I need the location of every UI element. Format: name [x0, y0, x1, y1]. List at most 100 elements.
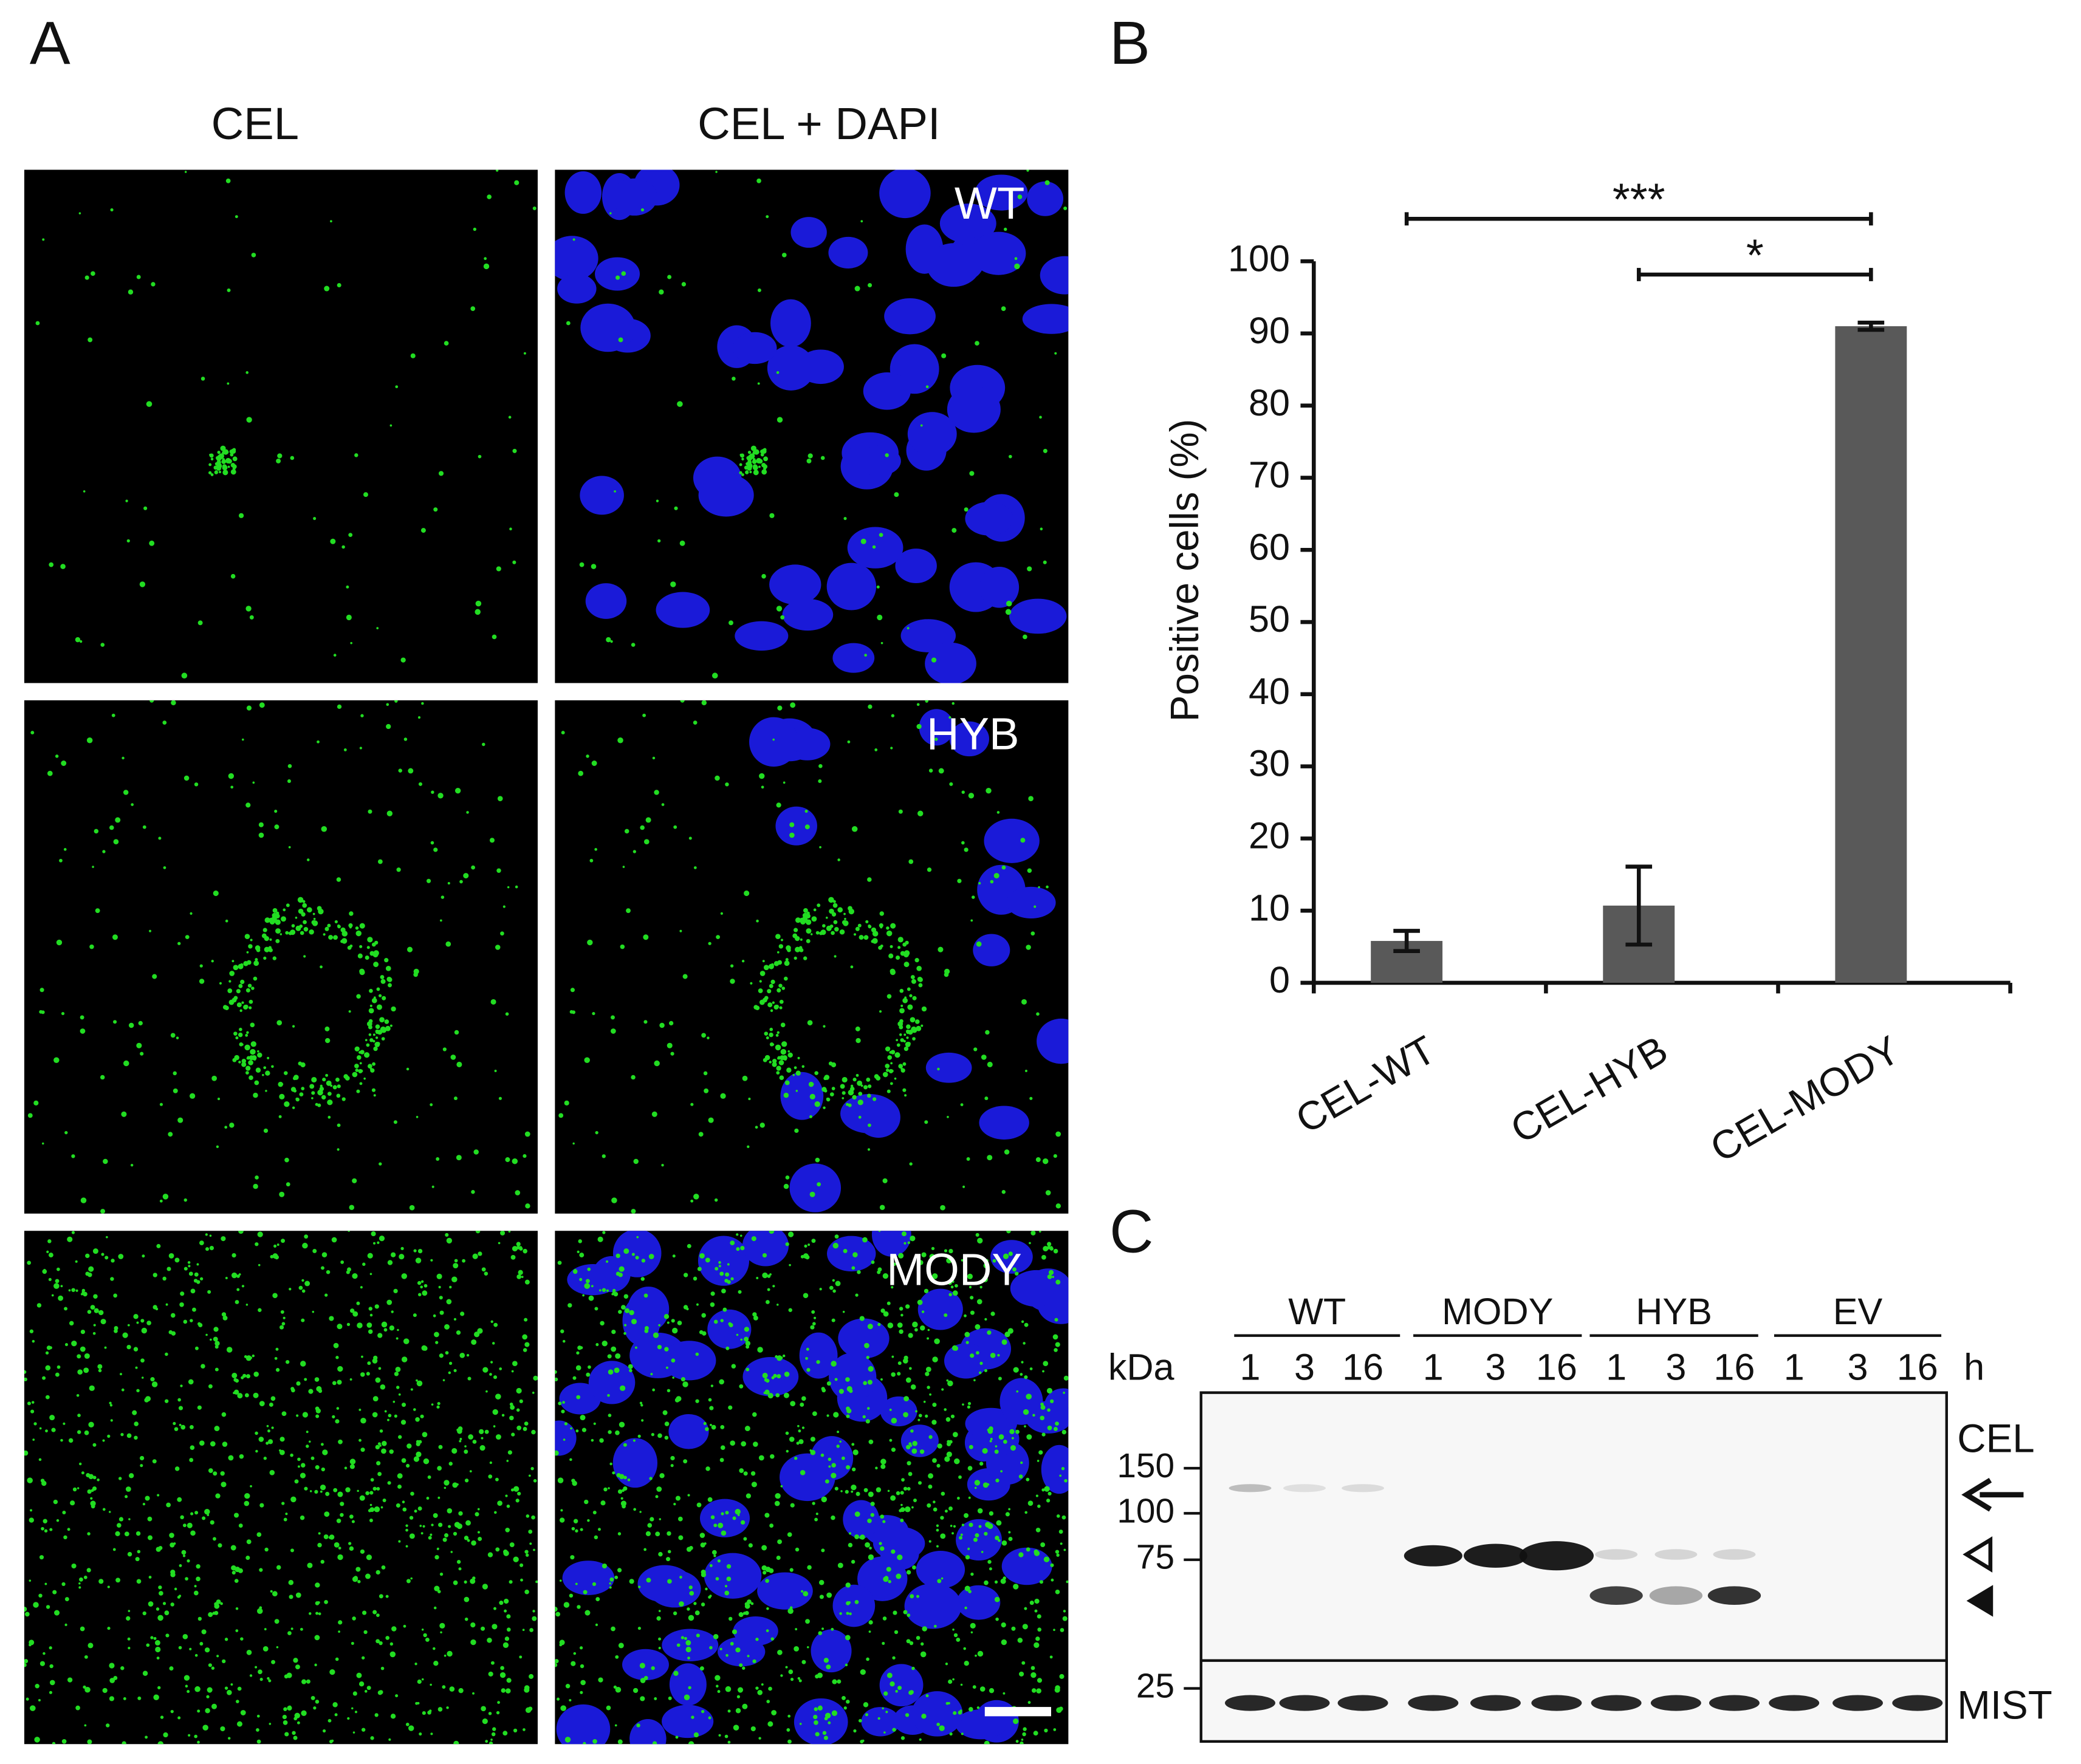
signal-dot	[77, 1369, 83, 1375]
signal-dot	[823, 1735, 828, 1740]
signal-dot	[658, 1647, 661, 1650]
signal-dot	[902, 1062, 907, 1066]
signal-dot	[128, 1647, 131, 1650]
signal-dot	[41, 1010, 45, 1014]
signal-dot	[970, 1572, 974, 1576]
signal-dot	[1030, 1231, 1036, 1236]
signal-dot	[352, 1178, 357, 1183]
signal-dot	[414, 1509, 417, 1513]
signal-dot	[332, 1702, 338, 1708]
signal-dot	[406, 946, 413, 952]
signal-dot	[333, 1488, 338, 1492]
signal-dot	[772, 738, 775, 741]
signal-dot	[914, 958, 919, 963]
signal-dot	[525, 1553, 529, 1557]
signal-dot	[502, 1731, 508, 1736]
signal-dot	[1047, 1408, 1051, 1412]
signal-dot	[703, 1421, 707, 1426]
nucleus	[775, 806, 817, 846]
signal-dot	[283, 1316, 286, 1319]
signal-dot	[580, 1664, 585, 1669]
signal-dot	[39, 1427, 42, 1430]
signal-dot	[900, 951, 905, 956]
signal-dot	[337, 1084, 341, 1089]
signal-dot	[1001, 1540, 1007, 1546]
signal-dot	[510, 1488, 515, 1492]
panel-label: C	[1109, 1198, 1154, 1266]
signal-dot	[199, 1440, 205, 1446]
signal-dot	[848, 908, 854, 915]
signal-dot	[524, 1589, 529, 1595]
signal-dot	[415, 1257, 422, 1263]
signal-dot	[377, 1333, 383, 1338]
signal-dot	[586, 754, 589, 758]
signal-dot	[990, 1438, 993, 1440]
signal-dot	[643, 1676, 648, 1680]
signal-dot	[623, 1332, 626, 1335]
signal-dot	[668, 1696, 672, 1700]
signal-dot	[253, 1371, 259, 1377]
signal-dot	[218, 1543, 222, 1548]
signal-dot	[381, 1448, 386, 1454]
signal-dot	[236, 1700, 239, 1703]
signal-dot	[414, 1663, 417, 1666]
signal-dot	[761, 1683, 764, 1686]
signal-dot	[39, 1555, 44, 1560]
signal-dot	[759, 971, 766, 976]
signal-dot	[233, 1031, 238, 1036]
signal-dot	[45, 1365, 51, 1371]
signal-dot	[975, 1232, 979, 1237]
signal-dot	[586, 1372, 591, 1377]
signal-dot	[724, 1734, 729, 1738]
signal-dot	[910, 1594, 914, 1599]
signal-dot	[769, 983, 773, 988]
signal-dot	[851, 1443, 855, 1446]
signal-dot	[564, 1422, 568, 1426]
signal-dot	[964, 1585, 970, 1591]
signal-dot	[464, 1580, 467, 1584]
signal-dot	[406, 1579, 411, 1584]
signal-dot	[102, 1508, 106, 1511]
signal-dot	[701, 1709, 705, 1714]
signal-dot	[26, 1697, 29, 1701]
signal-dot	[928, 1473, 934, 1479]
signal-dot	[771, 1710, 777, 1715]
signal-dot	[766, 1700, 770, 1703]
signal-dot	[707, 1036, 710, 1039]
signal-dot	[687, 1494, 690, 1497]
signal-dot	[205, 1708, 210, 1714]
signal-dot	[938, 946, 944, 952]
signal-dot	[708, 942, 711, 945]
signal-dot	[749, 470, 752, 474]
signal-dot	[224, 1686, 228, 1690]
signal-dot	[210, 457, 214, 460]
signal-dot	[235, 215, 238, 219]
signal-dot	[714, 1198, 718, 1202]
signal-dot	[608, 1430, 612, 1434]
signal-dot	[420, 528, 426, 533]
signal-dot	[338, 1439, 343, 1444]
nucleus	[956, 1585, 1001, 1620]
signal-dot	[102, 1687, 108, 1694]
signal-dot	[87, 1532, 91, 1536]
signal-dot	[530, 1466, 534, 1471]
signal-dot	[970, 1353, 975, 1358]
signal-dot	[214, 470, 218, 473]
signal-dot	[810, 1437, 815, 1442]
signal-dot	[1058, 1706, 1063, 1711]
signal-dot	[944, 1408, 947, 1411]
signal-dot	[1038, 1450, 1043, 1455]
signal-dot	[396, 1503, 400, 1508]
signal-dot	[787, 1739, 792, 1744]
signal-dot	[300, 1515, 305, 1520]
signal-dot	[727, 1740, 731, 1744]
signal-dot	[778, 944, 784, 949]
signal-dot	[481, 1626, 485, 1631]
signal-dot	[951, 528, 957, 533]
signal-dot	[897, 1361, 902, 1366]
signal-dot	[355, 1046, 360, 1051]
signal-dot	[792, 1073, 795, 1076]
signal-dot	[690, 1102, 694, 1106]
signal-dot	[902, 997, 908, 1003]
signal-dot	[1011, 1437, 1014, 1440]
